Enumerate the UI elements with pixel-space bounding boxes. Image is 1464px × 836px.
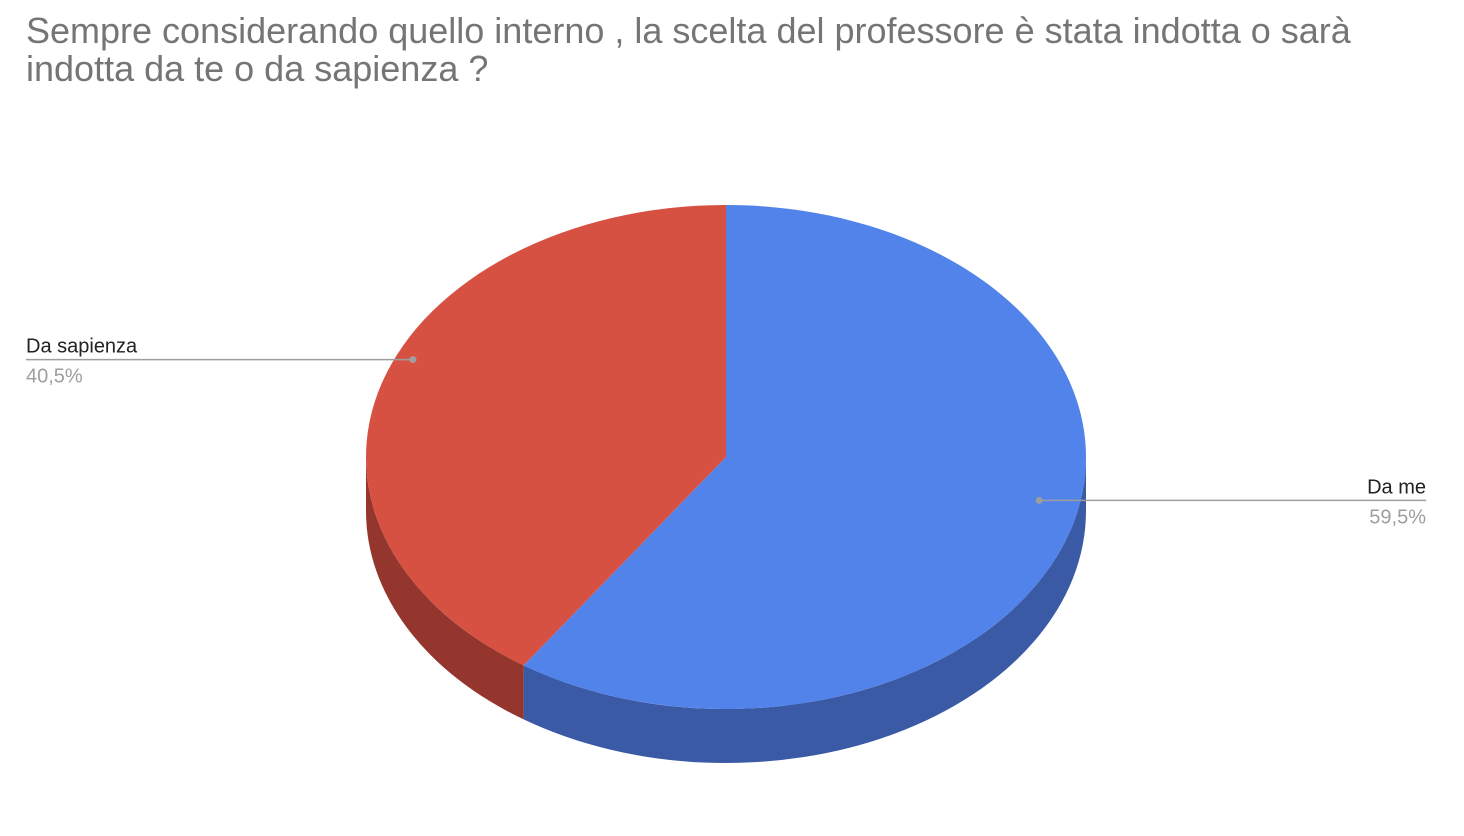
slice-percent-da-sapienza: 40,5% — [26, 366, 83, 388]
pie-slice-da-me — [523, 205, 1086, 709]
slice-label-da-sapienza: Da sapienza — [26, 336, 138, 358]
slice-labels: Da me 59,5% Da sapienza 40,5% — [26, 336, 1426, 528]
leader-dot-da-me — [1035, 496, 1043, 504]
pie-top-layer — [365, 205, 1086, 709]
pie-depth-layer — [366, 457, 1086, 764]
leader-dot-da-sapienza — [409, 356, 417, 364]
pie-side-da-me — [523, 457, 1086, 764]
pie-slice-da-sapienza — [365, 205, 726, 666]
slice-percent-da-me: 59,5% — [1369, 506, 1426, 528]
slice-label-da-me: Da me — [1367, 476, 1426, 498]
pie-side-da-sapienza — [366, 457, 524, 720]
chart-title: Sempre considerando quello interno , la … — [26, 10, 1351, 89]
